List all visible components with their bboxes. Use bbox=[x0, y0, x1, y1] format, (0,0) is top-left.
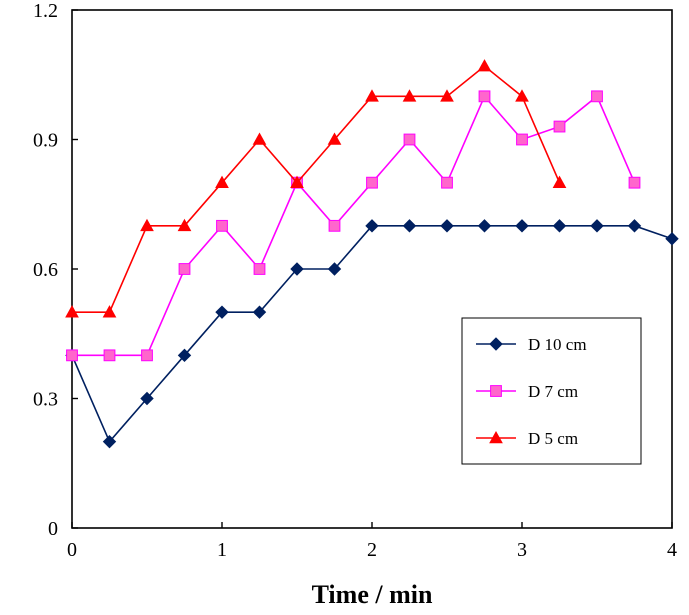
y-tick-label: 0.9 bbox=[33, 130, 58, 152]
legend-label: D 5 cm bbox=[528, 429, 578, 448]
legend-label: D 7 cm bbox=[528, 382, 578, 401]
x-tick-label: 1 bbox=[217, 539, 227, 561]
chart-container: 0 1 2 3 4 0 0.3 0.6 0.9 1.2 Time / min D 10 cm D 7 c… bbox=[0, 0, 689, 615]
y-tick-label: 0 bbox=[48, 518, 58, 540]
x-tick-label: 3 bbox=[517, 539, 527, 561]
x-tick-label: 4 bbox=[667, 539, 677, 561]
x-tick-label: 2 bbox=[367, 539, 377, 561]
x-axis-label: Time / min bbox=[312, 580, 433, 609]
x-tick-label: 0 bbox=[67, 539, 77, 561]
legend: D 10 cm D 7 cm D 5 cm bbox=[462, 318, 641, 464]
y-tick-label: 0.3 bbox=[33, 389, 58, 411]
legend-label: D 10 cm bbox=[528, 335, 587, 354]
line-chart: 0 1 2 3 4 0 0.3 0.6 0.9 1.2 Time / min D 10 cm D 7 c… bbox=[0, 0, 689, 615]
y-tick-label: 0.6 bbox=[33, 259, 58, 281]
y-tick-label: 1.2 bbox=[33, 0, 58, 22]
